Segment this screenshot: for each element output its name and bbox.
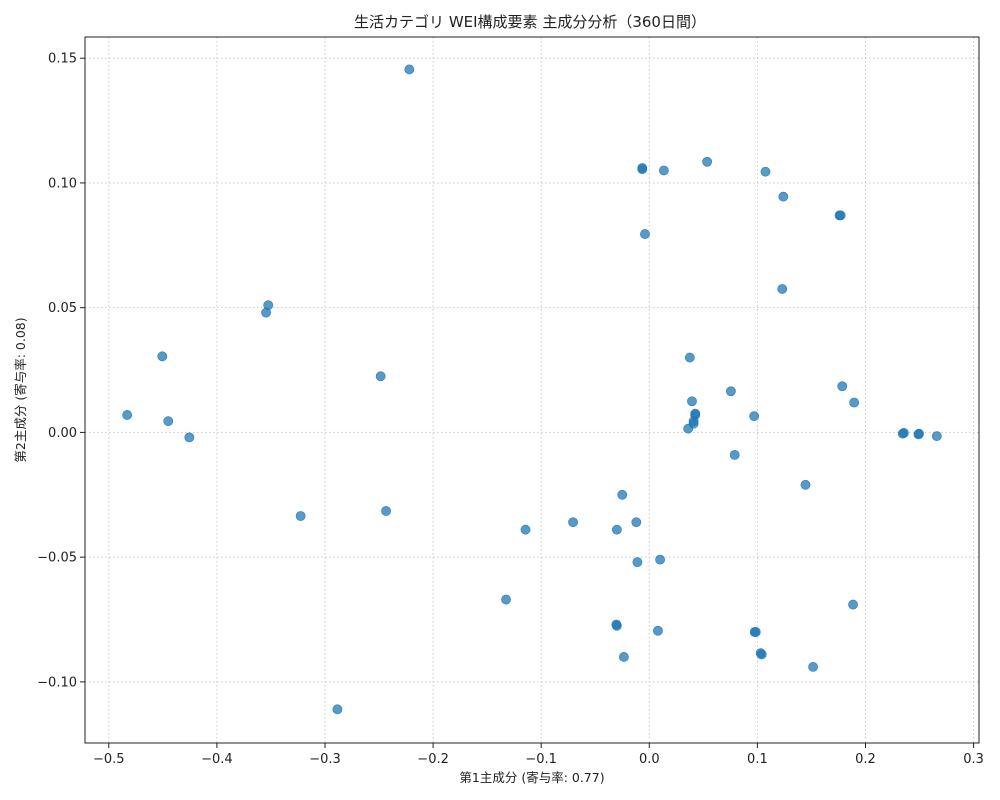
data-point [835,210,846,221]
data-point [808,662,818,672]
chart-title: 生活カテゴリ WEI構成要素 主成分分析（360日間） [354,13,706,31]
data-point [837,381,848,392]
data-point [632,557,643,568]
data-point [653,625,663,636]
data-point [163,416,174,427]
data-point [726,386,736,397]
data-point [914,428,924,439]
data-point [760,166,771,177]
x-tick-label: 0.3 [963,752,984,767]
x-tick-label: 0.0 [639,752,660,767]
data-point [520,524,531,535]
data-point [381,506,391,516]
y-axis-label: 第2主成分 (寄与率: 0.08) [13,317,28,462]
data-point [122,410,133,420]
data-point [655,554,666,565]
x-tick-label: −0.4 [201,752,233,767]
x-axis-label: 第1主成分 (寄与率: 0.77) [459,770,604,785]
data-point [756,649,767,660]
y-tick-label: 0.00 [48,426,77,441]
data-point [618,652,629,662]
data-point [637,164,648,175]
data-point [931,431,942,442]
data-point [261,307,271,318]
y-tick-label: 0.05 [48,301,77,316]
data-point [848,599,858,610]
data-point [332,704,343,715]
data-point [501,594,511,605]
data-point [898,428,909,438]
y-axis: −0.10 −0.05 0.00 0.05 0.10 0.15 [37,52,85,690]
data-point [611,620,622,631]
y-tick-label: −0.10 [37,675,77,690]
data-point [631,517,642,528]
data-point [184,432,195,443]
data-point [849,397,860,408]
x-axis: −0.5 −0.4 −0.3 −0.2 −0.1 0.0 0.1 0.2 0.3 [93,743,984,767]
data-point [777,284,788,294]
data-point [749,411,760,422]
y-tick-label: −0.05 [37,551,77,566]
data-point [683,423,694,434]
data-point [404,64,415,75]
x-tick-label: −0.1 [525,752,557,767]
data-points [122,64,942,715]
x-tick-label: 0.1 [747,752,768,767]
x-tick-label: −0.2 [417,752,449,767]
data-point [687,396,697,407]
y-tick-label: 0.10 [48,176,77,191]
data-point [778,191,789,202]
x-tick-label: 0.2 [855,752,876,767]
data-point [729,449,740,460]
data-point [617,489,628,500]
data-point [611,524,622,535]
y-tick-label: 0.15 [48,52,77,67]
data-point [568,517,578,528]
data-point [295,511,306,521]
data-point [800,479,811,490]
data-point [375,371,386,382]
data-point [750,627,761,637]
data-point [640,229,650,239]
data-point [157,351,168,362]
grid [85,37,979,743]
x-tick-label: −0.5 [93,752,125,767]
plot-area-frame [84,36,980,744]
x-tick-label: −0.3 [309,752,341,767]
data-point [684,352,695,363]
data-point [702,156,713,167]
data-point [658,165,669,176]
